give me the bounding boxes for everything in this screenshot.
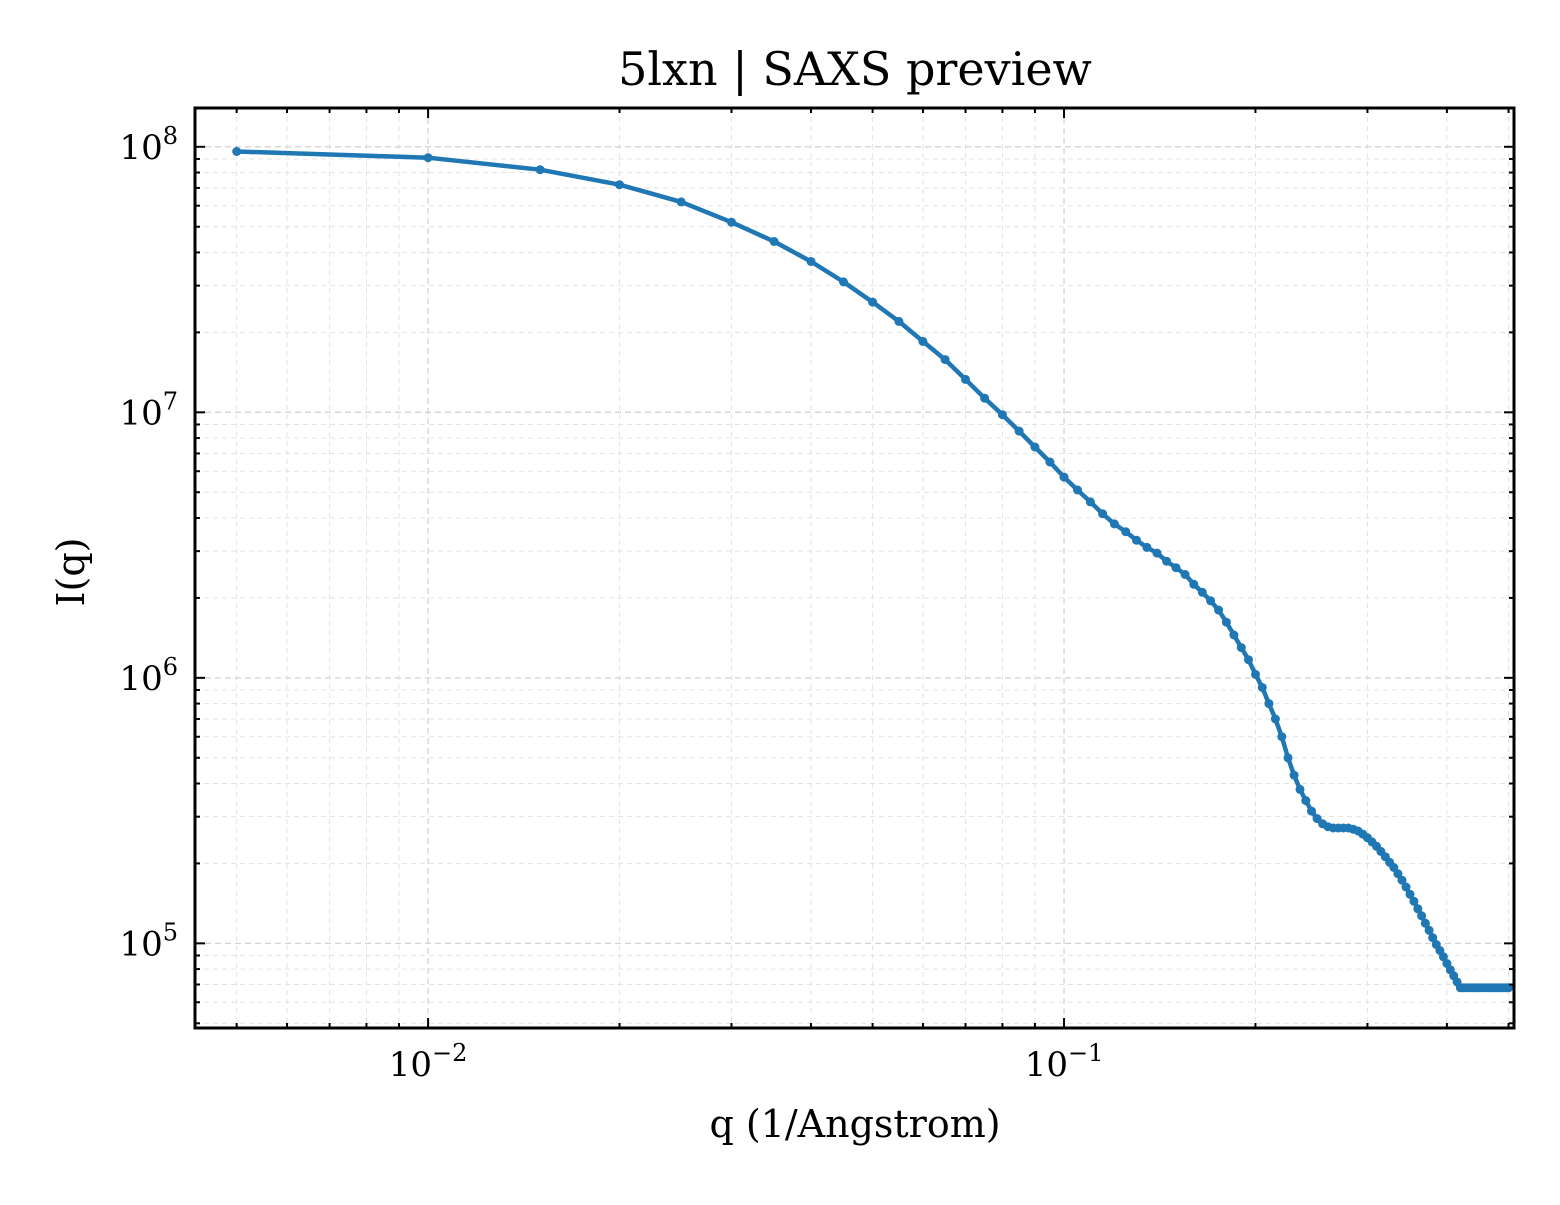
data-point bbox=[676, 197, 686, 207]
y-tick-label-base: 10 bbox=[119, 393, 162, 433]
y-tick-label-base: 10 bbox=[119, 924, 162, 964]
data-point bbox=[1438, 952, 1448, 962]
data-point bbox=[1162, 556, 1172, 566]
data-point bbox=[1413, 904, 1423, 914]
data-point bbox=[1180, 570, 1190, 579]
data-point bbox=[1236, 643, 1246, 653]
tick-layer bbox=[195, 108, 1514, 1028]
data-point bbox=[727, 217, 736, 227]
data-point bbox=[868, 297, 878, 307]
data-point bbox=[1098, 509, 1108, 519]
data-point bbox=[1417, 911, 1427, 921]
data-point bbox=[1229, 630, 1239, 640]
data-point bbox=[1409, 896, 1419, 906]
y-tick-label-exponent: 6 bbox=[163, 653, 178, 681]
y-tick-label: 108 bbox=[119, 122, 178, 168]
y-tick-label: 105 bbox=[119, 918, 178, 964]
data-point bbox=[423, 153, 433, 163]
y-tick-label-exponent: 7 bbox=[163, 387, 178, 415]
y-tick-label: 106 bbox=[119, 653, 178, 699]
data-point bbox=[1045, 457, 1055, 467]
data-point bbox=[1189, 579, 1199, 589]
y-tick-label-base: 10 bbox=[119, 659, 162, 699]
data-point bbox=[1504, 983, 1513, 993]
data-point bbox=[1283, 753, 1293, 763]
data-point bbox=[1393, 869, 1403, 879]
y-tick-label-base: 10 bbox=[119, 128, 162, 168]
data-point bbox=[1221, 617, 1231, 627]
data-point bbox=[1270, 714, 1280, 724]
data-point bbox=[1251, 669, 1260, 679]
data-point bbox=[1289, 770, 1299, 780]
data-point bbox=[1424, 925, 1434, 935]
data-point bbox=[1085, 497, 1095, 507]
x-tick-label: 10−1 bbox=[1025, 1039, 1104, 1085]
y-tick-label: 107 bbox=[119, 387, 178, 433]
data-point bbox=[1277, 732, 1287, 742]
data-point bbox=[1014, 426, 1024, 436]
data-point bbox=[1132, 535, 1141, 545]
data-point bbox=[1301, 796, 1311, 806]
y-tick-label-exponent: 8 bbox=[163, 122, 178, 150]
data-point bbox=[980, 393, 990, 403]
data-point bbox=[1420, 918, 1430, 928]
series-layer bbox=[232, 147, 1513, 993]
plot-frame bbox=[193, 106, 1516, 1030]
data-point bbox=[918, 336, 928, 346]
data-point bbox=[997, 410, 1007, 420]
data-point bbox=[1152, 548, 1162, 558]
data-point bbox=[839, 277, 848, 287]
y-tick-label-exponent: 5 bbox=[163, 918, 178, 946]
x-axis-label: q (1/Angstrom) bbox=[709, 1102, 1000, 1146]
data-point bbox=[1264, 699, 1274, 709]
data-point bbox=[232, 147, 242, 156]
x-tick-label: 10−2 bbox=[389, 1039, 468, 1085]
data-point bbox=[615, 180, 624, 190]
data-point bbox=[1171, 563, 1181, 573]
data-point bbox=[961, 374, 970, 384]
data-point bbox=[806, 257, 816, 266]
data-point bbox=[1214, 605, 1224, 615]
data-point bbox=[1257, 683, 1267, 692]
data-point bbox=[1295, 784, 1305, 794]
data-point bbox=[1307, 806, 1316, 816]
data-point bbox=[1397, 875, 1407, 885]
data-point bbox=[1428, 933, 1438, 943]
data-point bbox=[769, 237, 779, 246]
data-point bbox=[1121, 527, 1131, 537]
data-point bbox=[1401, 882, 1411, 892]
x-tick-label-base: 10 bbox=[1025, 1045, 1068, 1085]
grid-layer bbox=[195, 108, 1514, 1028]
data-point bbox=[535, 165, 545, 175]
data-point bbox=[940, 355, 950, 365]
x-tick-label-base: 10 bbox=[389, 1045, 432, 1085]
data-point bbox=[1030, 442, 1040, 452]
data-point bbox=[1073, 485, 1082, 495]
data-point bbox=[1059, 472, 1069, 482]
data-point bbox=[1197, 587, 1207, 597]
data-point bbox=[1142, 542, 1152, 552]
y-axis-label: I(q) bbox=[49, 538, 93, 607]
data-point bbox=[1206, 596, 1216, 606]
data-point bbox=[1109, 519, 1119, 529]
data-point bbox=[1405, 889, 1415, 899]
data-point bbox=[894, 316, 904, 326]
data-point bbox=[1244, 655, 1253, 665]
x-tick-label-exponent: −1 bbox=[1068, 1039, 1103, 1067]
x-tick-label-exponent: −2 bbox=[432, 1039, 467, 1067]
chart-title: 5lxn | SAXS preview bbox=[618, 42, 1092, 96]
